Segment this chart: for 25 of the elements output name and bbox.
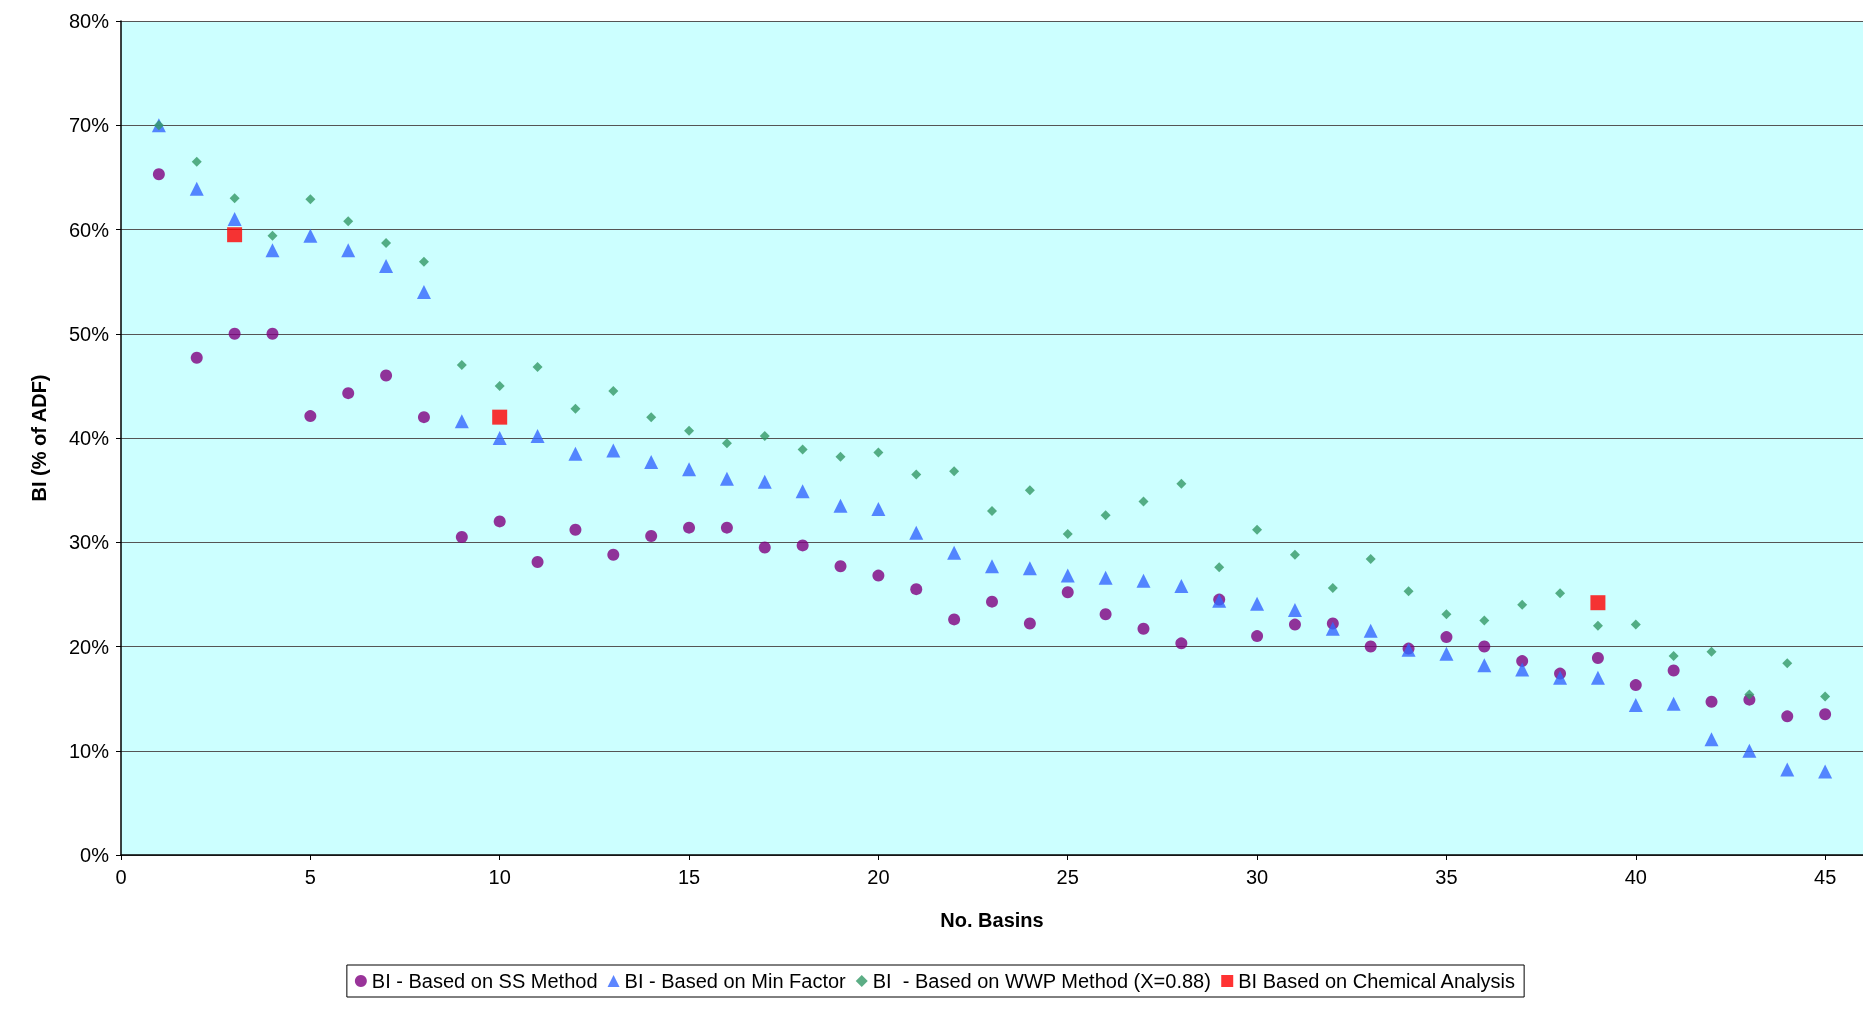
legend-label: BI - Based on SS Method (371, 970, 598, 992)
legend-label: BI - Based on WWP Method (X=0.88) (872, 970, 1211, 992)
x-tick-label: 30 (1245, 866, 1269, 888)
y-tick-label: 80% (68, 10, 110, 32)
y-tick-label: 10% (68, 739, 110, 762)
y-tick-label: 40% (68, 427, 110, 449)
y-tick-label: 50% (68, 322, 110, 345)
legend-label: BI Based on Chemical Analysis (1238, 970, 1516, 992)
x-tick-label: 20 (867, 866, 890, 888)
x-tick-label: 35 (1435, 866, 1458, 888)
x-tick-label: 25 (1056, 866, 1079, 888)
y-tick-label: 0% (80, 844, 110, 866)
y-tick-label: 60% (68, 218, 110, 241)
y-tick-label: 30% (68, 531, 110, 554)
y-tick-label: 20% (68, 635, 110, 658)
x-tick-label: 5 (304, 866, 316, 888)
x-tick-label: 40 (1624, 866, 1647, 888)
legend-label: BI - Based on Min Factor (624, 970, 847, 992)
y-axis-title: BI (% of ADF) (28, 374, 50, 502)
y-tick-label: 70% (68, 114, 110, 137)
x-tick-label: 45 (1814, 866, 1837, 888)
x-axis-title: No. Basins (940, 909, 1044, 931)
x-tick-label: 15 (677, 866, 701, 888)
x-tick-label: 0 (115, 866, 127, 888)
x-tick-label: 10 (488, 866, 511, 888)
